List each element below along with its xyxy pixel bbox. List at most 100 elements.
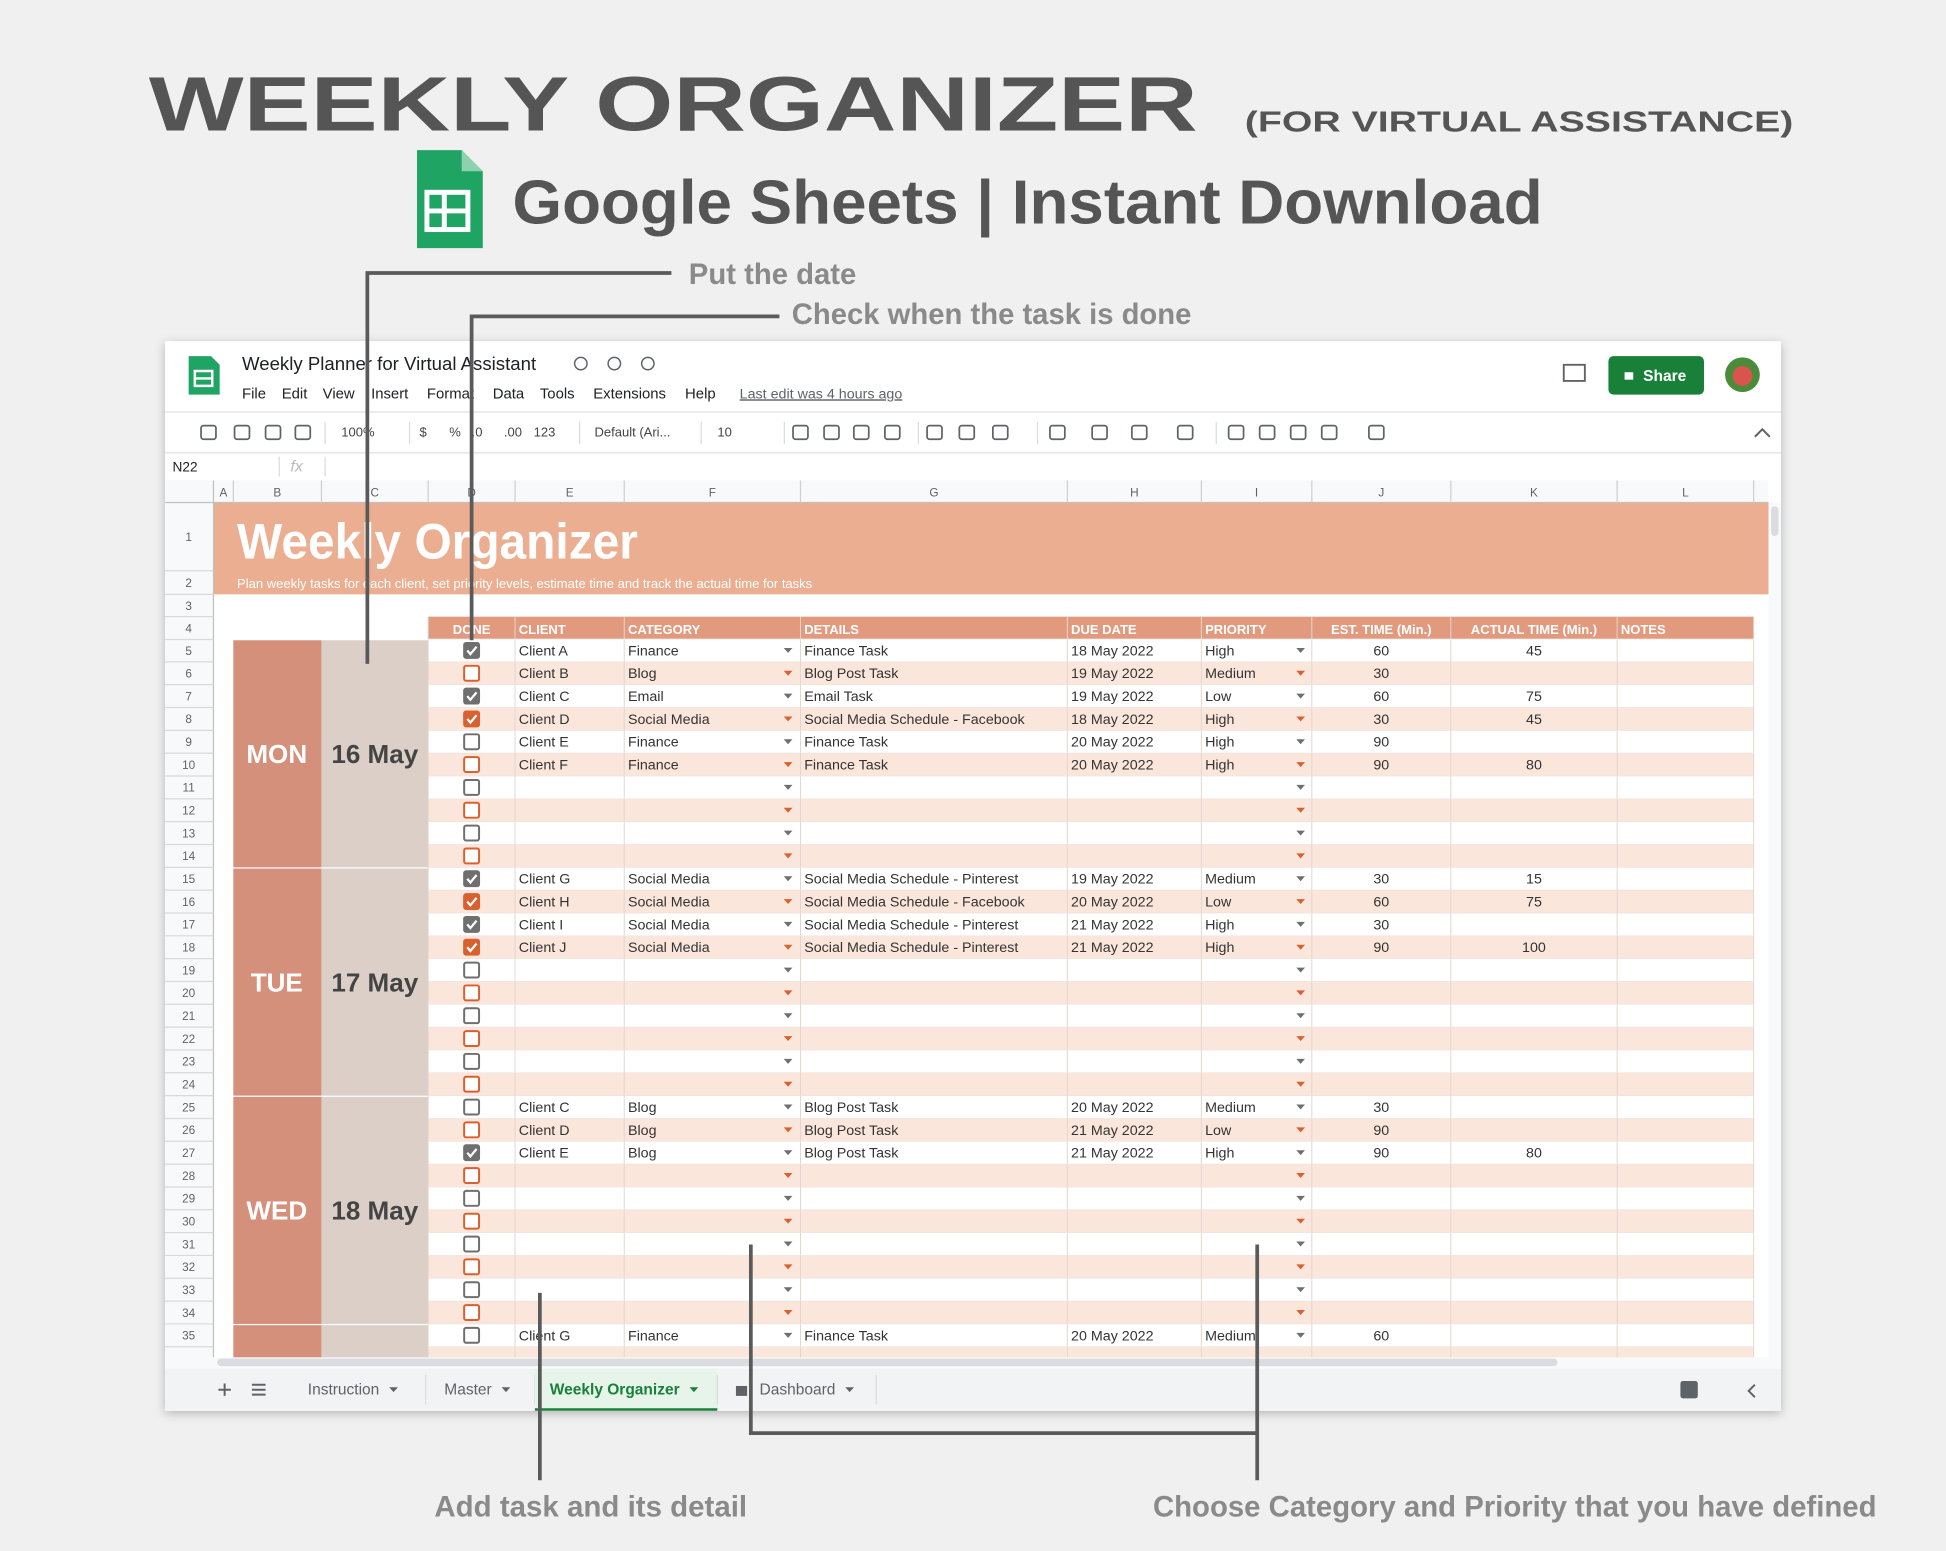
- cell-text[interactable]: Social Media Schedule - Facebook: [804, 895, 1025, 911]
- cell-text[interactable]: Finance: [628, 758, 679, 774]
- checkbox[interactable]: [463, 733, 481, 751]
- cell-text[interactable]: Client J: [519, 940, 567, 956]
- cell-text[interactable]: 20 May 2022: [1071, 1100, 1154, 1116]
- cell-text[interactable]: High: [1205, 940, 1234, 956]
- dropdown-arrow[interactable]: [783, 899, 793, 905]
- toolbar-icon[interactable]: [792, 424, 809, 441]
- cell-text[interactable]: Blog Post Task: [804, 666, 899, 682]
- cell-text[interactable]: 30: [1373, 872, 1389, 888]
- dropdown-arrow[interactable]: [1296, 1104, 1305, 1110]
- cell-text[interactable]: Finance Task: [804, 758, 889, 774]
- cell-text[interactable]: Social Media: [628, 872, 710, 888]
- cell-text[interactable]: Low: [1205, 895, 1232, 911]
- dropdown-arrow[interactable]: [1296, 807, 1305, 813]
- dropdown-arrow[interactable]: [1296, 830, 1305, 836]
- dropdown-arrow[interactable]: [783, 1104, 793, 1110]
- dropdown-arrow[interactable]: [783, 1036, 793, 1042]
- sheet-tab[interactable]: Dashboard: [760, 1382, 836, 1399]
- menu-item[interactable]: View: [323, 386, 355, 402]
- cell-text[interactable]: Client H: [519, 895, 570, 911]
- tab-menu-arrow[interactable]: [845, 1387, 854, 1393]
- dropdown-arrow[interactable]: [783, 1310, 793, 1315]
- cell-text[interactable]: Social Media Schedule - Facebook: [804, 712, 1025, 728]
- cell-text[interactable]: 20 May 2022: [1071, 895, 1154, 911]
- cell-text[interactable]: Client B: [519, 666, 569, 682]
- cell-text[interactable]: 21 May 2022: [1071, 1146, 1154, 1162]
- dropdown-arrow[interactable]: [1296, 739, 1305, 745]
- cell-text[interactable]: 60: [1373, 689, 1389, 705]
- cell-text[interactable]: Medium: [1205, 872, 1256, 888]
- toolbar-icon[interactable]: [958, 424, 976, 441]
- cell-text[interactable]: Finance: [628, 643, 679, 659]
- column-letter[interactable]: H: [1130, 486, 1139, 499]
- checkbox[interactable]: [463, 756, 481, 774]
- cell-text[interactable]: 21 May 2022: [1071, 917, 1154, 933]
- toolbar-icon[interactable]: [823, 424, 840, 441]
- cell-text[interactable]: Client E: [519, 735, 569, 751]
- column-letter[interactable]: J: [1378, 486, 1384, 499]
- dropdown-arrow[interactable]: [1296, 1150, 1305, 1156]
- column-letter[interactable]: G: [929, 486, 938, 499]
- cell-text[interactable]: 30: [1373, 666, 1389, 682]
- cell-text[interactable]: 19 May 2022: [1071, 689, 1154, 705]
- row-number[interactable]: 4: [185, 622, 192, 635]
- cell-text[interactable]: Blog: [628, 1123, 657, 1139]
- dropdown-arrow[interactable]: [783, 1150, 793, 1156]
- cell-text[interactable]: High: [1205, 643, 1234, 659]
- cell-text[interactable]: 19 May 2022: [1071, 872, 1154, 888]
- cell-text[interactable]: Finance: [628, 1328, 679, 1344]
- title-icon[interactable]: [573, 356, 588, 371]
- menu-item[interactable]: File: [242, 386, 266, 402]
- cell-text[interactable]: 45: [1526, 643, 1542, 659]
- row-number[interactable]: 25: [182, 1101, 196, 1114]
- dropdown-arrow[interactable]: [1296, 1173, 1305, 1179]
- toolbar-icon[interactable]: [1289, 424, 1307, 441]
- cell-text[interactable]: 60: [1373, 643, 1389, 659]
- title-icon[interactable]: [640, 356, 655, 371]
- dropdown-arrow[interactable]: [1296, 921, 1305, 927]
- row-number[interactable]: 20: [182, 987, 196, 1000]
- cell-text[interactable]: Medium: [1205, 666, 1256, 682]
- dropdown-arrow[interactable]: [783, 1058, 793, 1064]
- checkbox[interactable]: [463, 1121, 481, 1139]
- row-number[interactable]: 10: [182, 759, 196, 772]
- cell-text[interactable]: 30: [1373, 1100, 1389, 1116]
- cell-text[interactable]: 15: [1526, 872, 1542, 888]
- cell-text[interactable]: Medium: [1205, 1100, 1256, 1116]
- row-number[interactable]: 22: [182, 1033, 195, 1046]
- share-button[interactable]: [1608, 356, 1704, 395]
- toolbar-icon[interactable]: [852, 424, 870, 441]
- checkbox[interactable]: [463, 915, 481, 933]
- dropdown-arrow[interactable]: [783, 807, 793, 813]
- dropdown-arrow[interactable]: [1296, 899, 1305, 905]
- menu-item[interactable]: Insert: [371, 386, 409, 402]
- dropdown-arrow[interactable]: [1296, 967, 1305, 973]
- dropdown-arrow[interactable]: [783, 876, 793, 882]
- toolbar-icon[interactable]: [991, 424, 1009, 441]
- dropdown-arrow[interactable]: [1296, 1264, 1305, 1270]
- row-number[interactable]: 27: [182, 1147, 195, 1160]
- menu-item[interactable]: Edit: [282, 386, 309, 402]
- dropdown-arrow[interactable]: [1296, 1036, 1305, 1042]
- cell-text[interactable]: 18 May 2022: [1071, 643, 1154, 659]
- dropdown-arrow[interactable]: [783, 990, 793, 996]
- checkbox[interactable]: [463, 710, 481, 728]
- cell-text[interactable]: Low: [1205, 1123, 1232, 1139]
- row-number[interactable]: 15: [182, 873, 196, 886]
- row-number[interactable]: 12: [182, 805, 195, 818]
- cell-text[interactable]: High: [1205, 917, 1234, 933]
- column-letter[interactable]: I: [1255, 486, 1258, 499]
- cell-text[interactable]: 45: [1526, 712, 1542, 728]
- row-number[interactable]: 16: [182, 896, 196, 909]
- row-number[interactable]: 2: [185, 577, 192, 590]
- tab-menu-arrow[interactable]: [389, 1387, 398, 1393]
- dropdown-arrow[interactable]: [1296, 853, 1305, 859]
- collapse-toolbar[interactable]: [1754, 427, 1771, 438]
- dropdown-arrow[interactable]: [783, 1264, 793, 1270]
- row-number[interactable]: 34: [182, 1307, 196, 1320]
- checkbox[interactable]: [463, 1212, 481, 1230]
- cell-text[interactable]: 19 May 2022: [1071, 666, 1154, 682]
- cell-text[interactable]: Email Task: [804, 689, 874, 705]
- add-sheet[interactable]: [218, 1383, 231, 1396]
- dropdown-arrow[interactable]: [783, 921, 793, 927]
